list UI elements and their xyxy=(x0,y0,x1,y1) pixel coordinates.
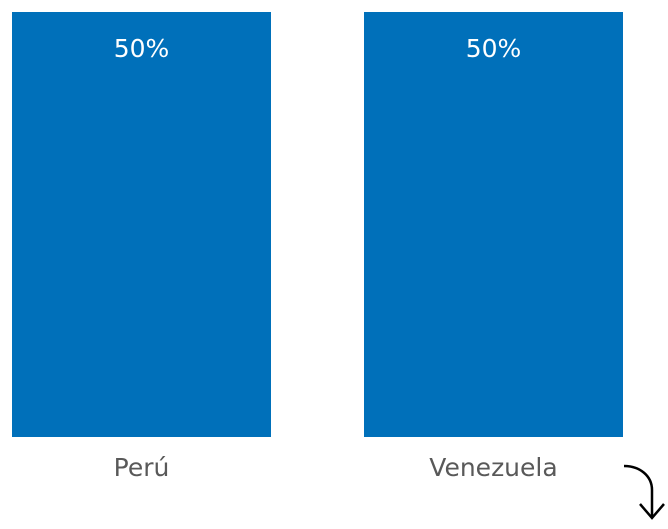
bar-value-label: 50% xyxy=(466,34,522,63)
bars-layer xyxy=(12,12,623,437)
bar-value-label: 50% xyxy=(114,34,170,63)
category-label: Venezuela xyxy=(429,453,557,482)
bar-perú xyxy=(12,12,271,437)
category-label: Perú xyxy=(114,453,170,482)
labels-layer: 50% Perú 50% Venezuela xyxy=(114,34,558,482)
bar-venezuela xyxy=(364,12,623,437)
curved-down-arrow-icon xyxy=(623,464,665,520)
